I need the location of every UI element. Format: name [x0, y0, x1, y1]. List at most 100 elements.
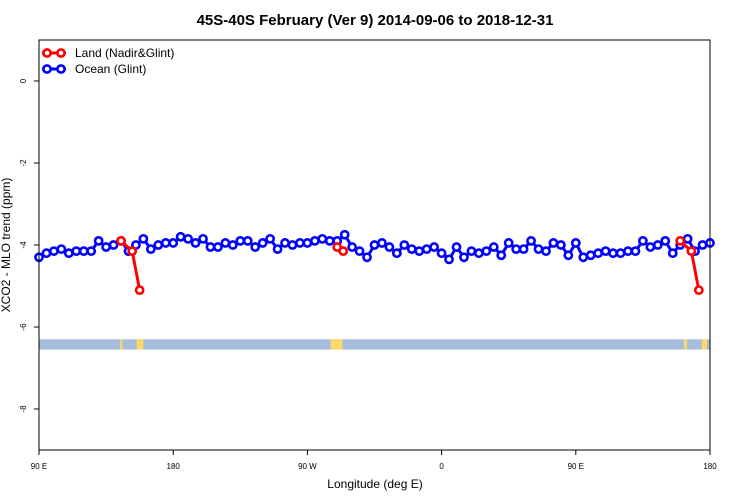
ocean-point — [190, 238, 201, 248]
ocean-point — [295, 238, 305, 248]
ocean-point — [638, 235, 648, 246]
ocean-point — [406, 244, 417, 254]
ocean-point — [578, 252, 589, 263]
ocean-point — [377, 238, 387, 248]
ocean-point — [242, 235, 253, 246]
ocean-point — [302, 238, 313, 248]
ocean-point — [660, 235, 671, 246]
ocean-point — [511, 244, 522, 254]
ocean-point — [459, 252, 469, 263]
chart-title: 45S-40S February (Ver 9) 2014-09-06 to 2… — [197, 12, 554, 29]
ocean-point — [391, 248, 402, 259]
ocean-point — [630, 246, 641, 257]
land-patch — [701, 339, 708, 350]
ocean-point — [473, 248, 484, 259]
land-point — [675, 235, 686, 246]
ocean-point — [541, 246, 551, 257]
ocean-point — [503, 238, 514, 248]
ocean-point — [213, 242, 223, 252]
land-point — [134, 285, 145, 295]
ocean-point — [78, 246, 89, 257]
ocean-point — [235, 235, 246, 246]
ocean-point — [451, 242, 462, 252]
ocean-point — [309, 235, 320, 246]
ocean-point — [645, 242, 656, 252]
land-patch — [120, 339, 123, 350]
ocean-point — [265, 233, 276, 244]
land-series — [116, 235, 704, 295]
land-point — [338, 246, 349, 257]
y-tick-label: -8 — [19, 405, 28, 413]
ocean-series — [34, 229, 715, 265]
legend-land-marker — [56, 48, 66, 58]
ocean-point — [183, 233, 194, 244]
ocean-point — [593, 248, 604, 259]
ocean-point — [362, 252, 372, 263]
ocean-point — [548, 238, 559, 248]
ocean-point — [63, 248, 74, 259]
land-patch — [136, 339, 144, 350]
ocean-point — [108, 240, 119, 250]
ocean-point — [563, 250, 574, 261]
ocean-point — [570, 238, 581, 248]
ocean-point — [384, 242, 395, 252]
ocean-point — [280, 238, 290, 248]
y-tick-label: -4 — [19, 241, 28, 249]
ocean-point — [153, 240, 164, 250]
ocean-point — [257, 238, 268, 248]
ocean-point — [429, 242, 440, 252]
ocean-point — [160, 238, 171, 248]
land-point — [116, 235, 126, 246]
ocean-point — [600, 246, 611, 257]
x-tick-label: 180 — [703, 462, 717, 471]
ocean-point — [227, 240, 238, 250]
ocean-point — [272, 244, 283, 254]
ocean-point — [555, 240, 566, 250]
land-point — [686, 246, 697, 257]
ocean-point — [86, 246, 97, 257]
ocean-point — [615, 248, 626, 259]
ocean-point — [585, 250, 596, 261]
legend-ocean-marker — [56, 64, 66, 74]
ocean-band — [39, 339, 710, 350]
axes: 90 E 180 90 W 0 90 E 180 0 -2 -4 -6 -8 — [19, 39, 717, 471]
ocean-point — [518, 244, 529, 254]
ocean-point — [250, 242, 261, 252]
y-axis-label: XCO2 - MLO trend (ppm) — [0, 178, 13, 313]
x-tick-label: 90 W — [298, 462, 317, 471]
y-tick-label: -6 — [19, 323, 28, 331]
ocean-point — [436, 248, 447, 259]
ocean-point — [652, 240, 663, 250]
ocean-point — [175, 231, 186, 242]
x-tick-label: 180 — [167, 462, 181, 471]
ocean-point — [488, 242, 499, 252]
ocean-point — [354, 246, 365, 257]
x-tick-label: 0 — [439, 462, 444, 471]
ocean-point — [138, 233, 149, 244]
land-patch — [330, 339, 343, 350]
ocean-point — [168, 238, 179, 248]
ocean-point — [324, 235, 335, 246]
ocean-point — [317, 233, 328, 244]
ocean-point — [481, 246, 492, 257]
land-point — [693, 285, 704, 295]
x-tick-label: 90 E — [568, 462, 584, 471]
ocean-point — [41, 248, 52, 259]
y-tick-label: -2 — [19, 159, 28, 167]
ocean-point — [56, 244, 67, 254]
ocean-point — [623, 246, 633, 257]
ocean-point — [526, 235, 536, 246]
ocean-point — [369, 240, 380, 250]
ocean-point — [145, 244, 156, 254]
ocean-point — [101, 242, 111, 252]
ocean-point — [697, 240, 708, 250]
ocean-point — [287, 240, 298, 250]
ocean-point — [667, 248, 678, 259]
ocean-point — [414, 246, 425, 257]
ocean-point — [93, 235, 104, 246]
ocean-point — [533, 244, 544, 254]
legend-ocean-marker — [42, 64, 52, 74]
ocean-point — [608, 248, 618, 259]
land-patch — [683, 339, 687, 350]
